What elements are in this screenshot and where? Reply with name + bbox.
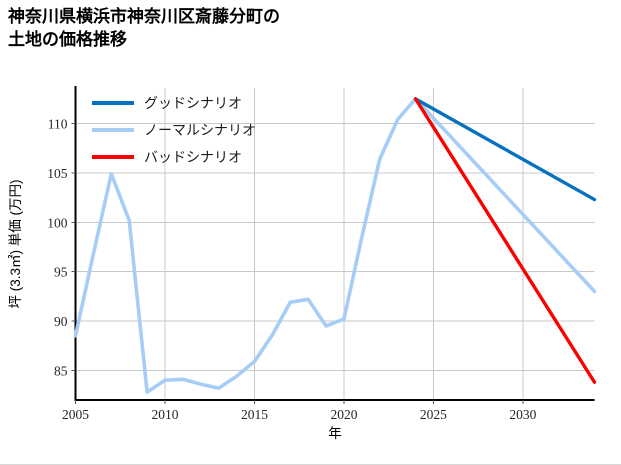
legend-item[interactable]: バッドシナリオ <box>92 151 242 166</box>
data-series-layer <box>73 97 597 394</box>
x-axis-tick-labels: 2005 2010 2015 2020 2025 2030 <box>62 407 537 422</box>
chart-title: 神奈川県横浜市神奈川区斎藤分町の 土地の価格推移 <box>8 7 280 49</box>
series-line-normal <box>73 97 597 394</box>
x-axis-title: 年 <box>328 426 342 441</box>
series-line-bad <box>413 97 597 384</box>
x-tick-label: 2030 <box>509 407 536 422</box>
legend-item[interactable]: ノーマルシナリオ <box>92 124 256 139</box>
x-tick-label: 2025 <box>420 407 447 422</box>
x-tick-label: 2010 <box>151 407 178 422</box>
y-axis-tick-labels: 85 90 95 100 105 110 <box>47 117 68 379</box>
legend-item[interactable]: グッドシナリオ <box>92 96 242 112</box>
y-tick-label: 100 <box>47 215 68 230</box>
axis-lines <box>74 86 595 401</box>
axis-titles: 年 坪 (3.3㎡) 単価 (万円) <box>8 179 342 441</box>
y-tick-label: 105 <box>47 166 68 181</box>
y-tick-label: 95 <box>54 265 68 280</box>
legend-label: グッドシナリオ <box>144 96 242 112</box>
tick-marks <box>71 123 524 404</box>
y-tick-label: 85 <box>54 363 68 378</box>
legend-label: バッドシナリオ <box>144 151 242 166</box>
x-tick-label: 2020 <box>330 407 357 422</box>
series-line-good <box>413 97 597 202</box>
legend-label: ノーマルシナリオ <box>144 124 256 139</box>
x-tick-label: 2015 <box>241 407 268 422</box>
y-tick-label: 110 <box>48 117 68 132</box>
y-axis-title: 坪 (3.3㎡) 単価 (万円) <box>8 179 23 308</box>
y-tick-label: 90 <box>54 314 68 329</box>
x-tick-label: 2005 <box>62 407 89 422</box>
